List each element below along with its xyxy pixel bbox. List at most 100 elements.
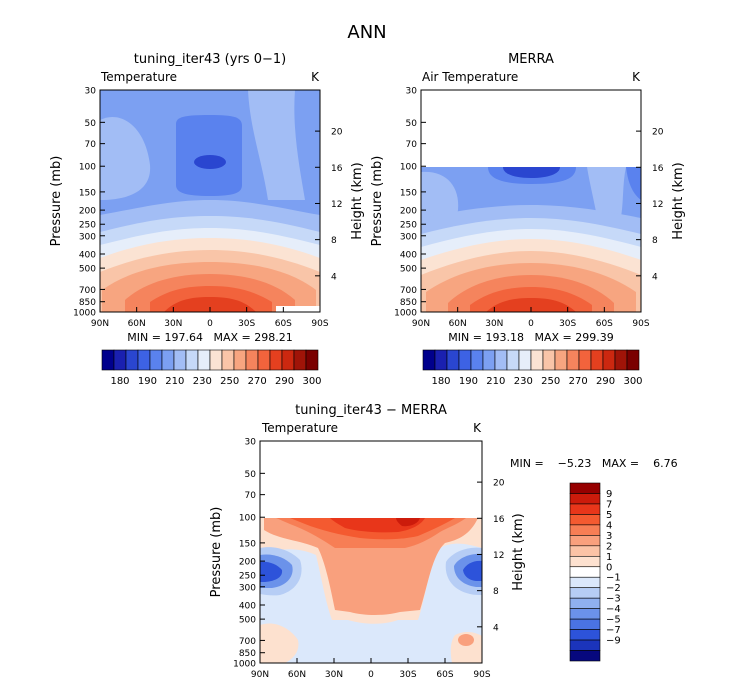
colorbar-swatch	[569, 524, 601, 536]
contour-band	[626, 167, 641, 200]
pressure-tick-label: 200	[400, 207, 417, 217]
colorbar-swatch	[209, 349, 223, 371]
pressure-tick-label: 100	[400, 163, 417, 173]
pressure-tick-label: 1000	[233, 660, 256, 670]
y-axis-label: Pressure (mb)	[370, 156, 385, 247]
latitude-tick-label: 90S	[311, 319, 328, 329]
height-tick-label: 4	[493, 623, 499, 633]
colorbar-label: 300	[623, 376, 642, 387]
colorbar-swatch	[569, 503, 601, 515]
panel-merra: MERRA Air Temperature K 3050701001502002…	[370, 52, 686, 387]
y2-axis-label: Height (km)	[671, 162, 686, 239]
pressure-tick-label: 200	[79, 207, 96, 217]
colorbar-label: 7	[606, 499, 612, 510]
colorbar-label: 4	[606, 520, 612, 531]
pressure-tick-label: 700	[79, 286, 96, 296]
pressure-tick-label: 70	[85, 140, 97, 150]
panel-title: MERRA	[508, 52, 554, 67]
colorbar-label: 9	[606, 489, 612, 500]
colorbar: 180 190 210 230 250 270 290 300	[422, 349, 643, 387]
colorbar-swatch	[185, 349, 199, 371]
colorbar-swatch	[602, 349, 616, 371]
pressure-tick-label: 250	[400, 221, 417, 231]
colorbar-label: 180	[110, 376, 129, 387]
colorbar-swatch	[614, 349, 628, 371]
y-axis-label: Pressure (mb)	[49, 156, 64, 247]
colorbar-swatch	[125, 349, 139, 371]
colorbar-label: 190	[459, 376, 478, 387]
min-max-stats: MIN = 197.64 MAX = 298.21	[127, 331, 292, 344]
panel-model: tuning_iter43 (yrs 0−1) Temperature K 30…	[49, 52, 365, 387]
colorbar-label: −3	[606, 594, 621, 605]
pressure-tick-label: 30	[406, 87, 418, 97]
pressure-tick-label: 100	[239, 514, 256, 524]
pressure-tick-label: 150	[239, 539, 256, 549]
latitude-tick-label: 60S	[436, 670, 453, 680]
pressure-tick-label: 70	[245, 491, 257, 501]
colorbar-label: −5	[606, 615, 621, 626]
colorbar-label: 210	[165, 376, 184, 387]
contour-band	[486, 298, 576, 312]
colorbar-swatch	[446, 349, 460, 371]
height-ticks: 20 16 12 8 4	[636, 128, 664, 282]
colorbar-swatch	[506, 349, 520, 371]
colorbar-swatch	[173, 349, 187, 371]
colorbar-swatch	[269, 349, 283, 371]
latitude-tick-label: 30S	[238, 319, 255, 329]
pressure-tick-label: 500	[79, 265, 96, 275]
pressure-tick-label: 300	[400, 232, 417, 242]
colorbar-swatch	[569, 514, 601, 526]
colorbar-swatch	[569, 618, 601, 630]
pressure-tick-label: 250	[79, 221, 96, 231]
min-max-stats: MIN = −5.23 MAX = 6.76	[510, 457, 678, 470]
pressure-tick-label: 700	[239, 637, 256, 647]
panel-title: tuning_iter43 − MERRA	[295, 403, 447, 418]
colorbar-label: 230	[514, 376, 533, 387]
contour-band	[164, 297, 256, 312]
pressure-tick-label: 1000	[394, 309, 417, 319]
panel-difference: tuning_iter43 − MERRA Temperature K 3050…	[209, 403, 678, 680]
y-axis-label: Pressure (mb)	[209, 507, 224, 598]
contour-band	[276, 306, 320, 312]
contour-band	[248, 90, 305, 200]
pressure-tick-label: 150	[400, 188, 417, 198]
latitude-tick-label: 0	[368, 670, 374, 680]
height-tick-label: 20	[493, 479, 505, 489]
pressure-tick-label: 250	[239, 572, 256, 582]
pressure-tick-label: 850	[239, 649, 256, 659]
height-tick-label: 8	[331, 236, 337, 246]
pressure-tick-label: 500	[400, 265, 417, 275]
colorbar-swatch	[569, 566, 601, 578]
latitude-tick-label: 90N	[91, 319, 109, 329]
height-tick-label: 8	[493, 587, 499, 597]
colorbar-swatch	[590, 349, 604, 371]
colorbar-swatch	[569, 650, 601, 662]
latitude-tick-label: 90S	[473, 670, 490, 680]
colorbar-swatch	[569, 576, 601, 589]
latitude-tick-label: 90S	[632, 319, 649, 329]
contour-band	[463, 560, 482, 581]
variable-label: Temperature	[100, 70, 177, 84]
height-tick-label: 12	[493, 551, 504, 561]
contour-band	[100, 117, 151, 200]
colorbar-swatch	[569, 597, 601, 609]
colorbar-swatch	[305, 349, 319, 371]
colorbar-swatch	[542, 349, 556, 371]
variable-label: Air Temperature	[422, 70, 518, 84]
colorbar-label: 1	[606, 552, 612, 563]
colorbar-swatch	[578, 349, 592, 371]
colorbar-label: 290	[596, 376, 615, 387]
height-tick-label: 16	[652, 164, 664, 174]
height-ticks: 20 16 12 8 4	[477, 479, 505, 633]
height-tick-label: 12	[331, 200, 342, 210]
colorbar-swatch	[470, 349, 484, 371]
colorbar-swatch	[113, 349, 127, 371]
latitude-ticks: 90N 60N 30N 0 30S 60S 90S	[91, 307, 329, 329]
latitude-tick-label: 30S	[399, 670, 416, 680]
colorbar-swatch	[458, 349, 472, 371]
pressure-tick-label: 500	[239, 616, 256, 626]
colorbar-swatch	[569, 555, 601, 568]
